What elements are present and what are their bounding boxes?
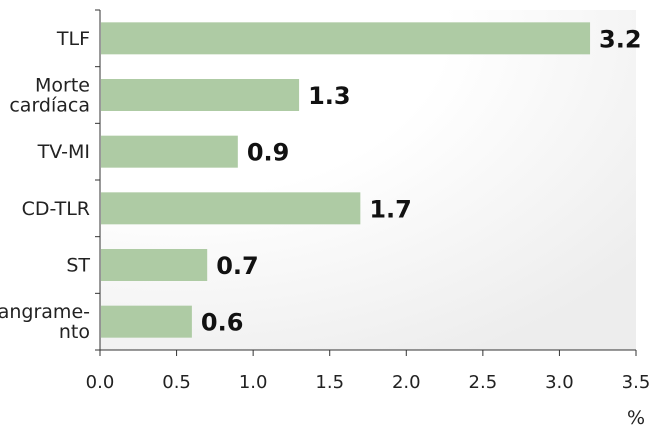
x-tick-label-0: 0.0 — [86, 372, 115, 393]
category-label-0: TLF — [56, 28, 90, 50]
bar-2 — [101, 135, 238, 168]
x-axis-unit: % — [627, 407, 645, 429]
x-tick-label-7: 3.5 — [622, 372, 651, 393]
category-label-5: Sangrame-nto — [0, 301, 90, 343]
plot-area — [100, 10, 636, 350]
data-label-3: 1.7 — [369, 195, 412, 223]
x-tick-label-1: 0.5 — [162, 372, 191, 393]
x-tick-label-2: 1.0 — [239, 372, 268, 393]
category-label-4: ST — [66, 255, 90, 277]
data-labels: 3.2 1.3 0.9 1.7 0.7 0.6 — [201, 25, 642, 336]
bar-3 — [101, 192, 361, 225]
data-label-2: 0.9 — [247, 139, 290, 167]
category-label-2: TV-MI — [37, 141, 90, 163]
category-label-3: CD-TLR — [22, 198, 90, 220]
category-label-1: Morte cardíaca — [9, 75, 90, 117]
x-axis-ticks: 0.0 0.5 1.0 1.5 2.0 2.5 3.0 3.5 — [86, 9, 651, 393]
bars — [101, 22, 591, 338]
x-tick-label-4: 2.0 — [392, 372, 421, 393]
bar-5 — [101, 305, 192, 338]
data-label-4: 0.7 — [216, 252, 259, 280]
data-label-5: 0.6 — [201, 309, 244, 337]
bar-0 — [101, 22, 591, 55]
x-tick-label-5: 2.5 — [469, 372, 498, 393]
bar-1 — [101, 79, 300, 111]
data-label-1: 1.3 — [308, 82, 351, 110]
x-tick-label-6: 3.0 — [545, 372, 574, 393]
bar-4 — [101, 249, 208, 281]
data-label-0: 3.2 — [599, 25, 642, 53]
x-tick-label-3: 1.5 — [315, 372, 344, 393]
